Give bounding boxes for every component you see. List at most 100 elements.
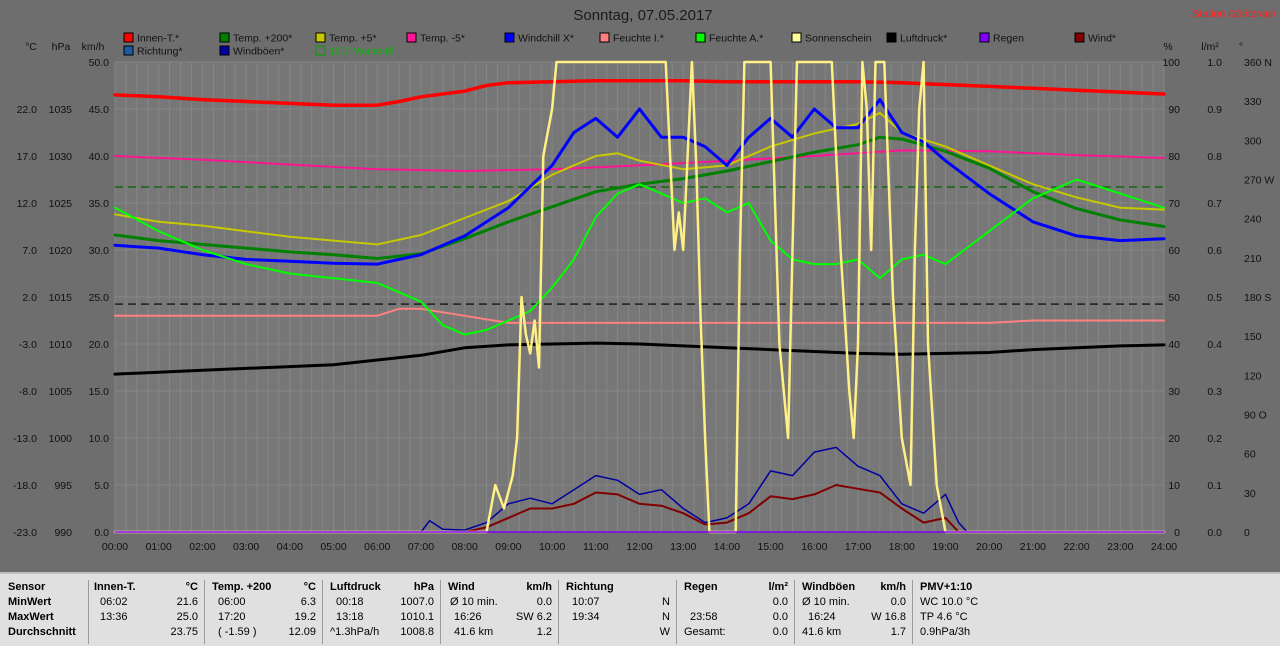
wind-tick-label: 20.0 — [89, 339, 110, 351]
column-unit: °C — [303, 581, 316, 593]
temp-tick-label: -23.0 — [13, 527, 37, 539]
x-tick-label: 14:00 — [714, 541, 740, 553]
direction-tick-label: 330 — [1244, 96, 1262, 108]
legend-label: Sonnenschein — [805, 33, 872, 45]
x-tick-label: 23:00 — [1107, 541, 1133, 553]
column-header: Wind — [448, 581, 475, 593]
legend-label: Feuchte A.* — [709, 33, 763, 45]
station-name: Station Göritzhain — [1193, 8, 1277, 20]
wind-tick-label: 25.0 — [89, 292, 110, 304]
max-value: N — [662, 611, 670, 623]
x-tick-label: 15:00 — [757, 541, 783, 553]
pressure-tick-label: 1015 — [49, 292, 73, 304]
x-tick-label: 08:00 — [452, 541, 478, 553]
rain-tick-label: 0.4 — [1207, 339, 1222, 351]
series-line — [113, 79, 1166, 107]
wind-tick-label: 50.0 — [89, 57, 110, 69]
pmv-column: PMV+1:10 WC 10.0 °C TP 4.6 °C 0.9hPa/3h — [912, 580, 1032, 644]
pressure-unit-label: hPa — [52, 41, 71, 53]
column-header: Windböen — [802, 581, 856, 593]
innen-temp-column: Innen-T. °C 06:02 21.6 13:36 25.0 23.75 — [88, 580, 205, 644]
regen-column: Regen l/m² 0.0 23:58 0.0 Gesamt: 0.0 — [676, 580, 795, 644]
wind-column: Wind km/h Ø 10 min. 0.0 16:26 SW 6.2 41.6 k… — [440, 580, 559, 644]
column-unit: km/h — [526, 581, 552, 593]
x-tick-label: 22:00 — [1063, 541, 1089, 553]
series-line — [113, 135, 1166, 260]
legend-label: Luftdruck* — [900, 33, 947, 45]
percent-tick-label: 100 — [1162, 57, 1180, 69]
series-line — [114, 111, 1165, 246]
max-value: SW 6.2 — [515, 611, 552, 623]
legend-swatch — [219, 45, 230, 56]
min-value: 0.0 — [890, 596, 906, 608]
time-value: 17:20 — [218, 611, 246, 623]
column-unit: l/m² — [768, 581, 788, 593]
time-value: 19:34 — [572, 611, 600, 623]
row-label: MinWert — [8, 596, 52, 608]
legend-swatch — [1074, 32, 1085, 43]
legend-swatch — [599, 32, 610, 43]
pressure-tick-label: 1035 — [49, 104, 73, 116]
direction-tick-label: 30 — [1244, 488, 1256, 500]
row-label: MaxWert — [8, 611, 54, 623]
rain-tick-label: 1.0 — [1207, 57, 1222, 69]
percent-unit-label: % — [1163, 41, 1172, 53]
min-value: 0.0 — [772, 596, 788, 608]
percent-tick-label: 20 — [1168, 433, 1180, 445]
min-value: 0.0 — [536, 596, 552, 608]
time-value: 16:26 — [454, 611, 482, 623]
x-tick-label: 09:00 — [495, 541, 521, 553]
percent-tick-label: 0 — [1174, 527, 1180, 539]
legend-swatch — [315, 45, 326, 56]
column-header: Richtung — [566, 581, 614, 593]
series-line — [463, 484, 960, 533]
avg-value: 1.2 — [536, 626, 552, 638]
avg-value: 23.75 — [170, 626, 198, 638]
column-unit: km/h — [880, 581, 906, 593]
x-tick-label: 07:00 — [408, 541, 434, 553]
max-value: 25.0 — [176, 611, 198, 623]
legend-swatch — [504, 32, 515, 43]
pressure-tick-label: 990 — [54, 527, 72, 539]
temp-tick-label: -13.0 — [13, 433, 37, 445]
direction-tick-label: 300 — [1244, 135, 1262, 147]
luftdruck-column: Luftdruck hPa 00:18 1007.0 13:18 1010.1 ^1.… — [322, 580, 441, 644]
legend-swatch — [315, 32, 326, 43]
x-tick-label: 16:00 — [801, 541, 827, 553]
percent-tick-label: 90 — [1168, 104, 1180, 116]
percent-tick-label: 60 — [1168, 245, 1180, 257]
column-unit: hPa — [413, 581, 434, 593]
x-tick-label: 10:00 — [539, 541, 565, 553]
pressure-tick-label: 1020 — [49, 245, 73, 257]
x-tick-label: 12:00 — [626, 541, 652, 553]
row-label-column: Sensor MinWert MaxWert Durchschnitt — [0, 580, 89, 644]
time-value: 16:24 — [808, 611, 836, 623]
pressure-tick-label: 1030 — [49, 151, 73, 163]
legend-label: 13.7 Monat-Ø — [329, 46, 393, 58]
time-value: 13:18 — [336, 611, 364, 623]
rain-unit-label: l/m² — [1201, 41, 1219, 53]
direction-tick-label: 150 — [1244, 331, 1262, 343]
wind-tick-label: 35.0 — [89, 198, 110, 210]
series-line — [114, 307, 1165, 324]
weather-chart: Sonntag, 07.05.2017 Station Göritzhain °C h… — [13, 7, 1277, 553]
windboen-column: Windböen km/h Ø 10 min. 0.0 16:24 W 16.8 41… — [794, 580, 913, 644]
legend-label: Regen — [993, 33, 1024, 45]
wind-tick-label: 10.0 — [89, 433, 110, 445]
x-tick-label: 04:00 — [277, 541, 303, 553]
percent-tick-label: 70 — [1168, 198, 1180, 210]
time-value: Ø 10 min. — [450, 596, 498, 608]
rain-tick-label: 0.0 — [1207, 527, 1222, 539]
temp-unit-label: °C — [25, 41, 37, 53]
pressure-tick-label: 995 — [54, 480, 72, 492]
legend-label: Windchill X* — [518, 33, 574, 45]
richtung-column: Richtung 10:07 N 19:34 N W — [558, 580, 677, 644]
x-tick-label: 13:00 — [670, 541, 696, 553]
percent-tick-label: 80 — [1168, 151, 1180, 163]
column-header: Innen-T. — [94, 581, 136, 593]
time-value: 13:36 — [100, 611, 128, 623]
wind-tick-label: 5.0 — [94, 480, 109, 492]
direction-tick-label: 90 O — [1244, 410, 1267, 422]
time-value: 10:07 — [572, 596, 600, 608]
series-line — [114, 149, 1165, 172]
